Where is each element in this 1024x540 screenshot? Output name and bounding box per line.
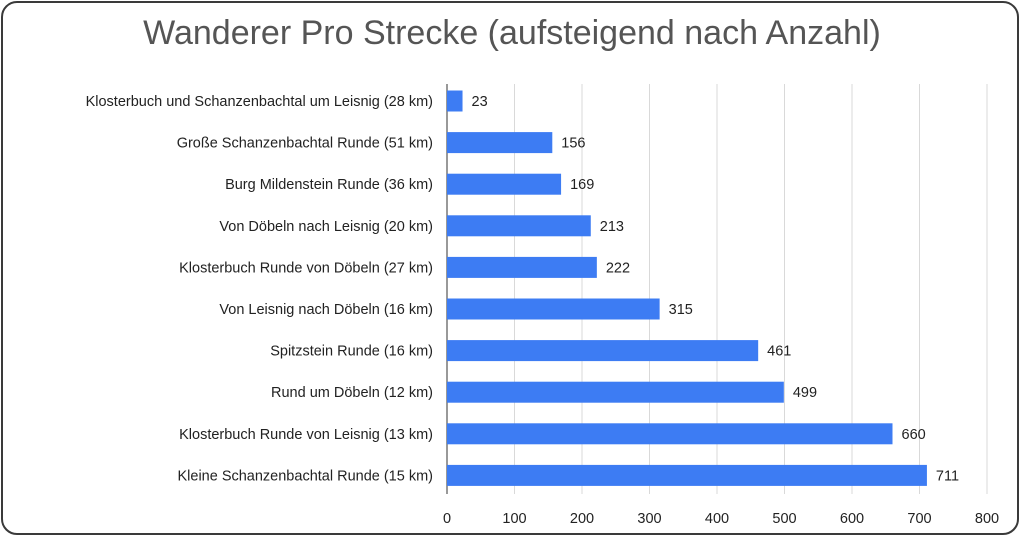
- bar: [447, 340, 759, 362]
- category-label: Klosterbuch und Schanzenbachtal um Leisn…: [86, 94, 433, 110]
- bar: [447, 464, 927, 486]
- data-label: 222: [606, 260, 630, 276]
- category-label: Burg Mildenstein Runde (36 km): [225, 177, 433, 193]
- data-label: 499: [793, 385, 817, 401]
- data-label: 711: [936, 468, 959, 484]
- x-tick-label: 400: [705, 511, 729, 527]
- x-tick-label: 800: [975, 511, 999, 527]
- x-tick-label: 100: [502, 511, 526, 527]
- bar: [447, 132, 553, 154]
- data-label: 660: [902, 427, 926, 443]
- bars: [447, 90, 927, 486]
- x-tick-label: 600: [840, 511, 864, 527]
- bar: [447, 256, 597, 278]
- data-label: 23: [472, 94, 488, 110]
- category-label: Kleine Schanzenbachtal Runde (15 km): [177, 468, 433, 484]
- category-label: Rund um Döbeln (12 km): [271, 385, 433, 401]
- category-label: Von Döbeln nach Leisnig (20 km): [219, 219, 433, 235]
- category-label: Klosterbuch Runde von Döbeln (27 km): [179, 260, 433, 276]
- bar: [447, 381, 784, 403]
- data-label: 213: [600, 219, 624, 235]
- category-label: Große Schanzenbachtal Runde (51 km): [177, 136, 433, 152]
- bar: [447, 423, 893, 445]
- category-label: Spitzstein Runde (16 km): [270, 344, 433, 360]
- bar: [447, 298, 660, 320]
- x-axis-ticks: 0 100 200 300 400 500 600 700 800: [443, 511, 999, 527]
- value-labels: 23 156 169 213 222 315 461 499 660 711: [472, 94, 960, 484]
- x-tick-label: 300: [637, 511, 661, 527]
- data-label: 169: [570, 177, 594, 193]
- data-label: 461: [767, 344, 791, 360]
- x-tick-label: 200: [570, 511, 594, 527]
- bar: [447, 173, 562, 195]
- bar: [447, 215, 591, 237]
- data-label: 315: [669, 302, 693, 318]
- category-label: Von Leisnig nach Döbeln (16 km): [219, 302, 433, 318]
- x-tick-label: 700: [907, 511, 931, 527]
- data-label: 156: [561, 136, 585, 152]
- chart-title: Wanderer Pro Strecke (aufsteigend nach A…: [143, 14, 881, 52]
- category-labels: Klosterbuch und Schanzenbachtal um Leisn…: [86, 94, 433, 484]
- x-tick-label: 500: [772, 511, 796, 527]
- bar: [447, 90, 463, 112]
- x-tick-label: 0: [443, 511, 451, 527]
- category-label: Klosterbuch Runde von Leisnig (13 km): [179, 427, 433, 443]
